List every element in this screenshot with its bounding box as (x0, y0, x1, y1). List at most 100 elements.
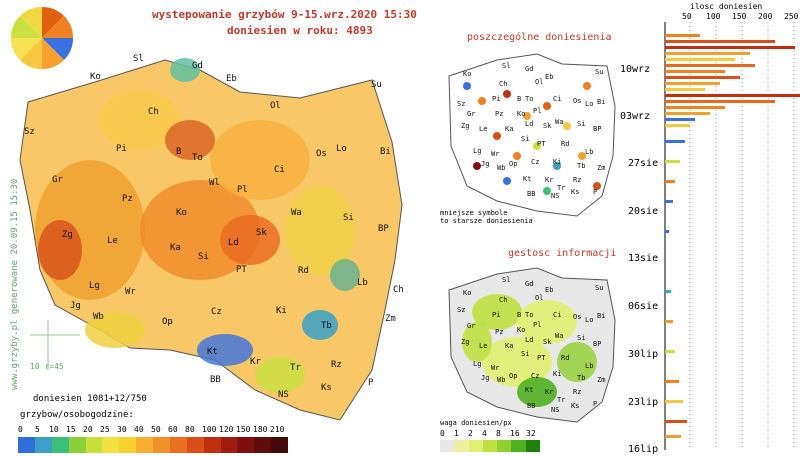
density-swatch (511, 440, 526, 452)
density-swatch (468, 440, 483, 452)
svg-text:P: P (593, 400, 597, 408)
svg-text:BP: BP (593, 125, 601, 133)
svg-text:Lo: Lo (585, 100, 593, 108)
legend-swatch (68, 437, 86, 453)
density-legend-value: 2 (468, 429, 473, 438)
legend-swatch (34, 437, 52, 453)
svg-text:Rz: Rz (573, 176, 581, 184)
svg-text:Op: Op (509, 160, 517, 168)
density-legend-value: 16 (510, 429, 520, 438)
svg-text:Rz: Rz (331, 360, 342, 370)
density-legend-value: 8 (496, 429, 501, 438)
svg-text:To: To (525, 311, 533, 319)
svg-text:Gr: Gr (467, 322, 475, 330)
svg-text:Sl: Sl (502, 62, 510, 70)
svg-text:Ki: Ki (276, 306, 287, 316)
svg-text:Kr: Kr (250, 357, 261, 367)
svg-text:Wa: Wa (291, 208, 302, 218)
svg-text:Ol: Ol (535, 78, 543, 86)
svg-text:Wa: Wa (555, 118, 563, 126)
svg-text:Jg: Jg (70, 301, 81, 311)
svg-text:Ld: Ld (228, 238, 239, 248)
svg-text:Ci: Ci (553, 311, 561, 319)
svg-text:Tb: Tb (577, 374, 585, 382)
hist-tick: 150 (732, 12, 747, 21)
svg-text:Zm: Zm (597, 376, 605, 384)
svg-text:Pl: Pl (237, 185, 248, 195)
legend-swatch (186, 437, 204, 453)
legend-value: 50 (151, 425, 161, 434)
svg-text:Bi: Bi (380, 147, 391, 157)
svg-text:Lg: Lg (89, 281, 100, 291)
svg-text:Ko: Ko (517, 110, 525, 118)
svg-text:Rd: Rd (561, 140, 569, 148)
reports-panel-title: poszczególne doniesienia (467, 32, 612, 43)
hist-date-label: 13sie (628, 253, 658, 264)
svg-text:Su: Su (595, 68, 603, 76)
svg-text:Os: Os (573, 313, 581, 321)
svg-text:Le: Le (107, 236, 118, 246)
svg-text:Op: Op (162, 317, 173, 327)
hist-date-label: 23lip (628, 397, 658, 408)
svg-text:Lb: Lb (585, 148, 593, 156)
svg-text:Wb: Wb (497, 164, 505, 172)
legend-value: 40 (134, 425, 144, 434)
main-map: Sl Gd Ko Eb Su Ch Ol Sz Pi B To Lo Os Bi… (19, 54, 404, 420)
svg-text:NS: NS (278, 390, 289, 400)
svg-text:NS: NS (551, 192, 559, 200)
svg-text:Ko: Ko (90, 72, 101, 82)
svg-text:Pi: Pi (492, 311, 500, 319)
svg-text:Zg: Zg (461, 338, 469, 346)
svg-text:Bi: Bi (597, 98, 605, 106)
reports-outline (448, 53, 616, 217)
svg-text:Zg: Zg (461, 122, 469, 130)
svg-text:Lg: Lg (473, 360, 481, 368)
density-panel-title: gestosc informacji (508, 248, 617, 259)
svg-text:Sl: Sl (502, 276, 510, 284)
reports-count: doniesien 1081+12/750 (33, 394, 147, 404)
svg-text:Rd: Rd (561, 354, 569, 362)
svg-text:Kr: Kr (545, 388, 553, 396)
svg-text:Sz: Sz (457, 306, 465, 314)
svg-text:Cz: Cz (531, 372, 539, 380)
svg-text:Kt: Kt (207, 347, 218, 357)
legend-value: 5 (35, 425, 40, 434)
svg-text:Tb: Tb (321, 321, 332, 331)
svg-text:Zg: Zg (62, 230, 73, 240)
svg-text:Lo: Lo (585, 316, 593, 324)
svg-text:Pl: Pl (533, 321, 541, 329)
svg-text:Su: Su (371, 80, 382, 90)
svg-text:Pz: Pz (495, 328, 503, 336)
scale-label: 10 r=45 (30, 362, 64, 371)
svg-text:Jg: Jg (481, 160, 489, 168)
svg-text:Wr: Wr (125, 287, 136, 297)
svg-text:Tb: Tb (577, 162, 585, 170)
svg-text:Ld: Ld (525, 120, 533, 128)
svg-text:Ol: Ol (535, 294, 543, 302)
legend-value: 25 (100, 425, 110, 434)
color-wheel-icon (10, 6, 74, 70)
svg-text:Ki: Ki (553, 370, 561, 378)
svg-text:Sk: Sk (543, 122, 552, 130)
svg-text:Os: Os (573, 97, 581, 105)
svg-text:Eb: Eb (226, 74, 237, 84)
legend-swatch (136, 437, 153, 453)
svg-text:Gr: Gr (467, 110, 475, 118)
hist-tick: 50 (682, 12, 692, 21)
svg-text:Gd: Gd (192, 61, 203, 71)
legend-value: 100 (202, 425, 217, 434)
histogram-title: ilosc doniesien (690, 2, 763, 11)
density-legend-value: 1 (454, 429, 459, 438)
svg-text:Pi: Pi (492, 95, 500, 103)
hist-tick: 200 (758, 12, 773, 21)
svg-text:Kt: Kt (525, 386, 533, 394)
svg-text:Ks: Ks (571, 402, 579, 410)
svg-text:B: B (517, 311, 521, 319)
svg-text:Sk: Sk (543, 338, 552, 346)
hist-date-label: 27sie (628, 158, 658, 169)
svg-text:Ka: Ka (505, 125, 513, 133)
density-swatch (482, 440, 498, 452)
svg-text:PT: PT (236, 265, 247, 275)
legend-value: 10 (49, 425, 59, 434)
legend-swatch (169, 437, 187, 453)
